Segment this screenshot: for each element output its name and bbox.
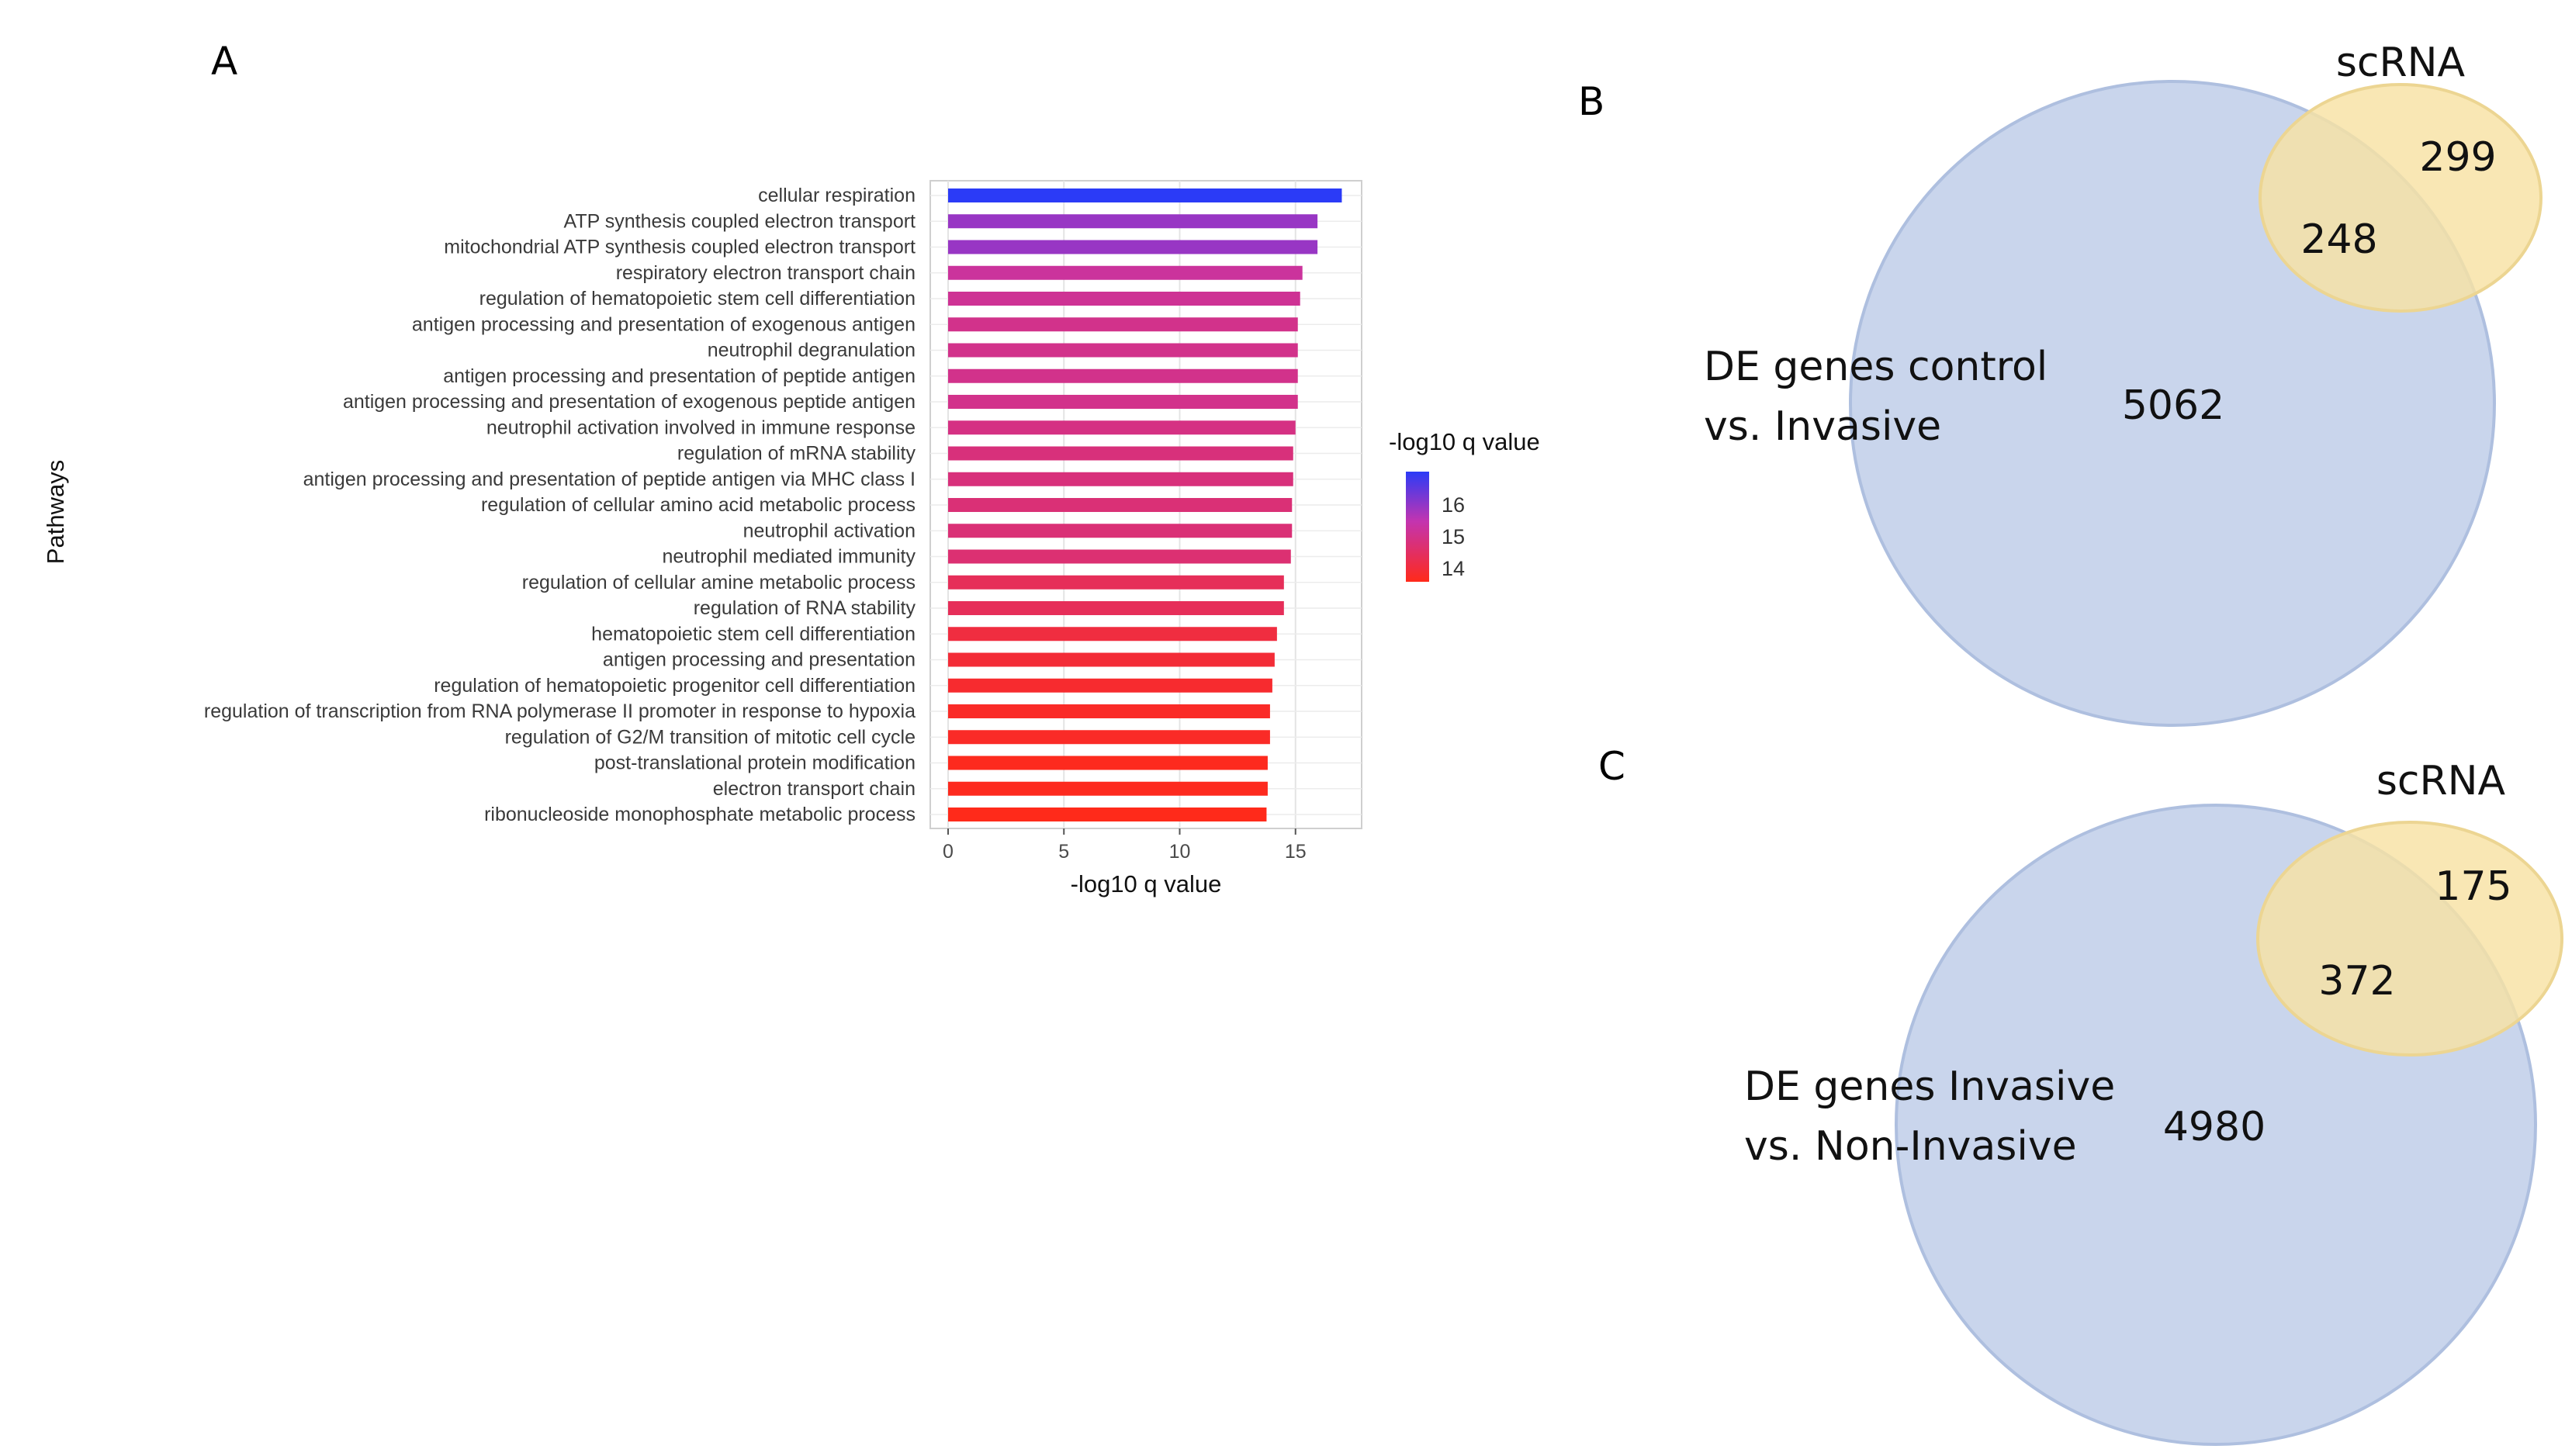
category-label: antigen processing and presentation of e… (343, 391, 916, 413)
bar (948, 395, 1298, 409)
venn-c-set-label-line1: DE genes Invasive (1744, 1063, 2115, 1110)
bar (948, 756, 1268, 770)
bar (948, 214, 1318, 229)
legend-colorbar (1406, 472, 1429, 582)
bar (948, 627, 1277, 642)
bar (948, 343, 1298, 358)
venn-c-scrna-circle (2256, 821, 2563, 1057)
bar (948, 420, 1296, 435)
bar (948, 317, 1298, 332)
category-label: antigen processing and presentation of p… (443, 365, 916, 387)
venn-c-only-de: 4980 (2163, 1104, 2266, 1150)
venn-b-scrna-circle (2259, 83, 2542, 313)
bar (948, 652, 1275, 667)
bar (948, 368, 1298, 383)
bar (948, 549, 1291, 564)
legend-title: -log10 q value (1389, 428, 1540, 455)
venn-c-set-label-line2: vs. Non-Invasive (1744, 1123, 2077, 1170)
category-label: ATP synthesis coupled electron transport (564, 210, 916, 232)
category-label: regulation of RNA stability (694, 597, 916, 619)
bar (948, 446, 1293, 461)
venn-b-overlap: 248 (2300, 216, 2377, 263)
bar (948, 730, 1270, 745)
venn-c-scrna-label: scRNA (2376, 758, 2506, 804)
bar (948, 240, 1318, 254)
x-tick-label: 5 (1058, 841, 1069, 863)
x-tick-label: 0 (943, 841, 954, 863)
legend-tick-16: 16 (1442, 493, 1465, 517)
category-label: regulation of transcription from RNA pol… (204, 700, 916, 722)
venn-c-only-scrna: 175 (2435, 863, 2511, 910)
category-label: mitochondrial ATP synthesis coupled elec… (444, 237, 916, 258)
bar (948, 678, 1272, 693)
category-label: regulation of cellular amino acid metabo… (481, 494, 916, 516)
panel-c: C scRNA 175 372 4980 DE genes Invasive v… (1598, 744, 2563, 1446)
bar (948, 292, 1300, 306)
legend: -log10 q value 16 15 14 (1389, 428, 1540, 582)
bar (948, 704, 1270, 718)
x-tick-label: 15 (1285, 841, 1307, 863)
panel-b: B scRNA 299 248 5062 DE genes control vs… (1578, 40, 2542, 727)
category-label: post-translational protein modification (594, 752, 916, 774)
venn-b-only-de: 5062 (2122, 382, 2224, 429)
venn-c-overlap: 372 (2318, 958, 2395, 1005)
category-labels: cellular respiration ATP synthesis couple… (204, 185, 916, 825)
category-label: neutrophil activation (743, 520, 916, 541)
category-label: neutrophil activation involved in immune… (486, 417, 916, 438)
bars (948, 188, 1342, 821)
category-label: regulation of hematopoietic progenitor c… (434, 675, 916, 697)
y-axis-title: Pathways (42, 460, 69, 564)
venn-b-set-label-line2: vs. Invasive (1704, 403, 1941, 450)
bar (948, 524, 1293, 538)
panel-b-letter: B (1578, 79, 1604, 124)
category-label: regulation of mRNA stability (677, 443, 916, 465)
category-label: cellular respiration (758, 185, 916, 206)
category-label: regulation of cellular amine metabolic p… (522, 572, 916, 593)
category-label: neutrophil degranulation (708, 340, 916, 361)
bar (948, 781, 1268, 796)
panel-a-letter: A (211, 39, 237, 84)
category-label: regulation of hematopoietic stem cell di… (479, 288, 916, 310)
legend-tick-15: 15 (1442, 525, 1465, 548)
category-label: electron transport chain (713, 778, 916, 800)
bar (948, 472, 1293, 486)
panel-a: A Pathways cellular respiration ATP synth… (42, 39, 1540, 897)
bar (948, 808, 1267, 821)
bar (948, 265, 1303, 280)
bar (948, 188, 1342, 202)
venn-b-scrna-label: scRNA (2336, 40, 2466, 86)
category-label: antigen processing and presentation of p… (303, 469, 916, 490)
category-label: neutrophil mediated immunity (662, 546, 916, 568)
category-label: regulation of G2/M transition of mitotic… (505, 726, 916, 748)
category-label: respiratory electron transport chain (616, 262, 916, 284)
category-label: ribonucleoside monophosphate metabolic p… (484, 804, 916, 825)
venn-b-set-label-line1: DE genes control (1704, 344, 2048, 390)
category-label: hematopoietic stem cell differentiation (591, 623, 916, 645)
x-tick-label: 10 (1169, 841, 1191, 863)
category-label: antigen processing and presentation (603, 649, 916, 671)
panel-c-letter: C (1598, 744, 1625, 789)
x-axis-ticks: 0 5 10 15 (943, 828, 1307, 863)
category-label: antigen processing and presentation of e… (412, 313, 916, 335)
venn-b-only-scrna: 299 (2419, 134, 2496, 181)
legend-tick-14: 14 (1442, 557, 1465, 580)
bar (948, 498, 1293, 512)
x-axis-title: -log10 q value (1071, 870, 1222, 897)
bar (948, 601, 1284, 615)
bar (948, 575, 1284, 590)
